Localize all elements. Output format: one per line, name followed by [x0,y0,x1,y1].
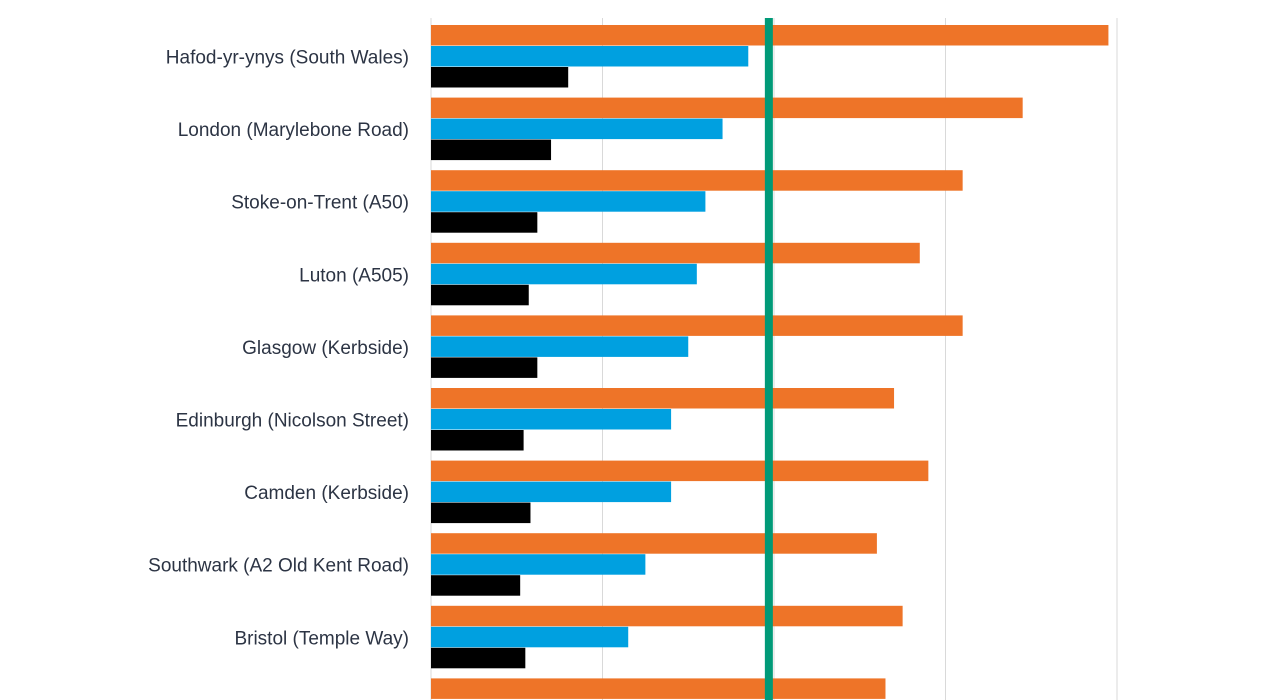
bar-series-1 [431,460,929,482]
bar-series-1 [431,533,877,554]
bar-series-1 [431,242,920,264]
category-label: Hafod-yr-ynys (South Wales) [166,48,409,69]
category-label: Stoke-on-Trent (A50) [231,193,409,214]
bar-series-2 [431,626,629,648]
category-label: Luton (A505) [299,265,409,286]
bar-series-1 [431,170,963,191]
bar-series-2 [431,409,672,430]
bar-series-2 [431,191,706,212]
bar-series-2 [431,263,697,285]
bar-series-1 [431,678,886,699]
category-labels: Hafod-yr-ynys (South Wales) London (Maryl… [148,48,409,650]
bar-series-3 [431,502,531,524]
category-label: Camden (Kerbside) [244,483,409,504]
bar-series-1 [431,315,963,336]
bar-series-2 [431,118,723,140]
bar-series-3 [431,139,552,161]
bar-series-3 [431,430,524,451]
category-label: Bristol (Temple Way) [234,628,409,649]
bar-series-1 [431,97,1023,119]
bar-series-3 [431,357,538,378]
category-label: Southwark (A2 Old Kent Road) [148,556,409,577]
category-label: Glasgow (Kerbside) [242,338,409,359]
bar-series-3 [431,575,521,596]
bar-series-3 [431,212,538,233]
reference-line-group [764,18,773,700]
bar-series-2 [431,554,646,575]
bar-series-2 [431,46,749,67]
category-label: Edinburgh (Nicolson Street) [176,411,409,432]
bar-series-2 [431,481,672,503]
bar-series-1 [431,605,903,627]
bar-series-3 [431,284,529,306]
reference-line [764,18,773,700]
bar-series-2 [431,336,689,357]
bar-series-1 [431,388,895,409]
bar-series-3 [431,67,569,88]
category-label: London (Marylebone Road) [178,120,409,141]
bar-series-3 [431,647,526,669]
